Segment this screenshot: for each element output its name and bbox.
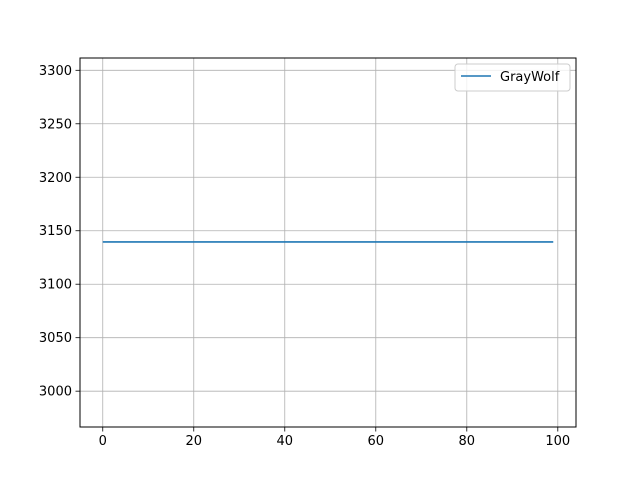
- y-tick-label: 3050: [39, 331, 72, 346]
- legend-label: GrayWolf: [500, 70, 560, 85]
- x-tick-label: 80: [459, 434, 476, 449]
- x-tick-label: 100: [545, 434, 570, 449]
- y-tick-label: 3250: [39, 117, 72, 132]
- y-tick-label: 3300: [39, 64, 72, 79]
- legend: GrayWolf: [454, 63, 571, 92]
- x-tick-label: 60: [368, 434, 385, 449]
- x-tick-label: 20: [185, 434, 202, 449]
- y-axis: 3000 3050 3100 3150 3200 3250 3300: [39, 64, 80, 400]
- y-tick-label: 3150: [39, 224, 72, 239]
- plot-frame: [79, 57, 577, 428]
- x-axis: 0 20 40 60 80 100: [99, 427, 570, 449]
- legend-box: [454, 63, 571, 92]
- x-tick-label: 0: [99, 434, 107, 449]
- y-tick-label: 3100: [39, 278, 72, 293]
- x-tick-label: 40: [276, 434, 293, 449]
- y-tick-label: 3000: [39, 385, 72, 400]
- y-tick-label: 3200: [39, 171, 72, 186]
